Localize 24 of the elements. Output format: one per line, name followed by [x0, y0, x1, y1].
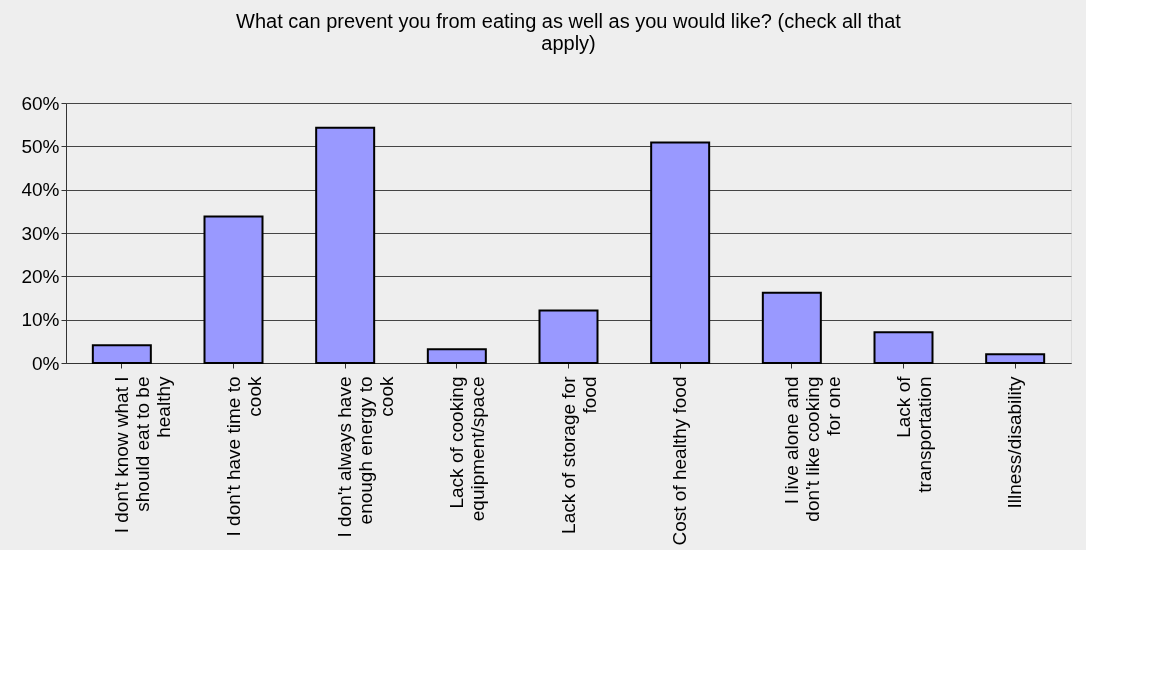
y-tick-label: 10% — [21, 309, 60, 331]
x-tick-label: Illness/disability — [1004, 376, 1026, 509]
y-tick-label: 0% — [32, 352, 60, 374]
bar — [538, 309, 599, 364]
x-tick-label: Cost of healthy food — [669, 376, 691, 546]
bar — [426, 348, 487, 364]
bar — [91, 344, 152, 364]
y-tick-label: 50% — [21, 135, 60, 157]
x-tick-label: I live alone and don't like cooking for one — [780, 376, 844, 522]
bar — [761, 291, 822, 364]
y-tick-label: 60% — [21, 92, 60, 114]
chart-title: What can prevent you from eating as well as you would like? (check all that apply) — [236, 10, 902, 54]
x-tick-label: I don't have time to cook — [222, 376, 265, 537]
y-tick-label: 30% — [21, 222, 60, 244]
y-tick-label: 20% — [21, 265, 60, 287]
bar — [203, 215, 264, 364]
x-tick-label: I don't know what I should eat to be healthy — [110, 376, 174, 534]
bar — [985, 353, 1046, 364]
bar — [315, 126, 376, 364]
bar — [873, 331, 934, 364]
x-tick-label: Lack of storage for food — [557, 375, 600, 534]
y-tick-label: 40% — [21, 179, 60, 201]
x-tick-label: I don't always have enough energy to cook — [334, 376, 398, 538]
bar — [650, 141, 711, 364]
